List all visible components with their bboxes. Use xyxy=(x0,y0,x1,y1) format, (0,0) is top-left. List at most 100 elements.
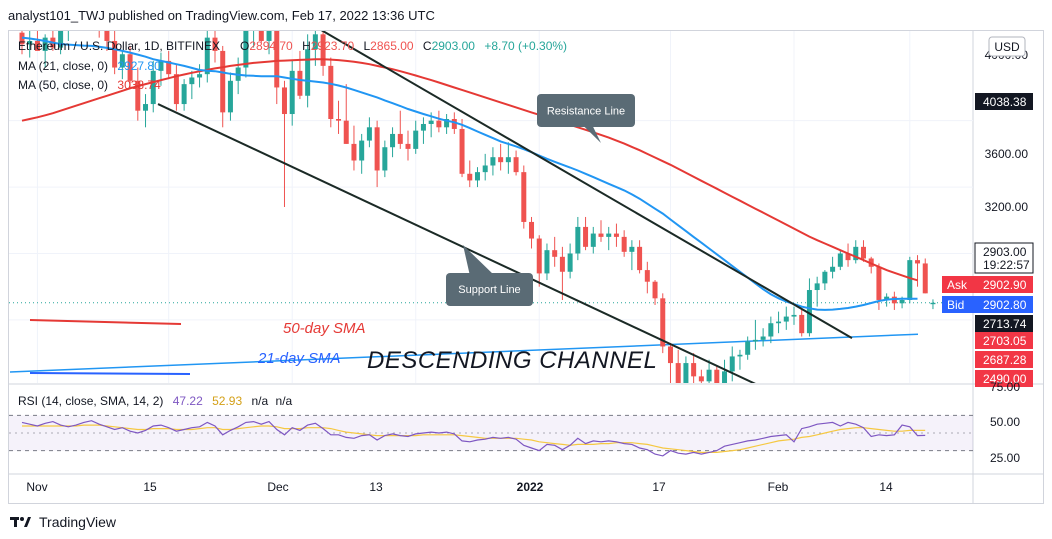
candle-body xyxy=(289,70,295,115)
candle-body xyxy=(81,0,86,8)
candle-body xyxy=(544,250,550,274)
support-callout: Support Line xyxy=(446,245,533,306)
candle-body xyxy=(366,127,372,141)
candle-body xyxy=(552,250,558,257)
currency-button[interactable]: USD xyxy=(988,36,1026,57)
footer-brand: TradingView xyxy=(39,514,117,530)
legend-ma50-value: 3038.74 xyxy=(117,78,161,92)
support-line xyxy=(157,103,756,383)
svg-text:RSI (14, close, SMA, 14, 2): RSI (14, close, SMA, 14, 2) 47.22 52.93 … xyxy=(18,394,293,408)
candle-body xyxy=(876,266,882,300)
candle-body xyxy=(459,128,465,174)
candle-body xyxy=(722,371,728,383)
legend-c-value: 2903.00 xyxy=(432,39,476,53)
candle-body xyxy=(907,260,913,300)
legend: Ethereum / U.S. Dollar, 1D, BITFINEX O28… xyxy=(18,39,567,408)
candle-body xyxy=(119,54,125,68)
candle-body xyxy=(405,143,411,149)
sma21-legend-line xyxy=(29,372,191,375)
candle-body xyxy=(613,233,619,237)
candle-body xyxy=(297,70,303,96)
candle-body xyxy=(181,84,187,105)
candle-body xyxy=(343,120,349,144)
candle-body xyxy=(698,376,704,382)
candle-body xyxy=(860,246,866,259)
legend-o-label: O xyxy=(240,39,249,53)
candle-body xyxy=(173,74,179,105)
candle-body xyxy=(227,80,233,113)
candle-body xyxy=(729,356,735,372)
support-callout-box xyxy=(446,273,533,306)
price-badge-text: 2490.00 xyxy=(983,372,1027,386)
candle-body xyxy=(305,49,311,96)
price-badge-bg xyxy=(975,351,1033,368)
candle-body xyxy=(791,314,797,317)
price-badge-text: 2703.05 xyxy=(983,334,1027,348)
price-badge-bg xyxy=(975,332,1033,349)
price-badge-text: 2687.28 xyxy=(983,353,1027,367)
legend-change: +8.70 (+0.30%) xyxy=(484,39,567,53)
svg-text:MA (21, close, 0) 2927.8: MA (21, close, 0) 2927.80 xyxy=(18,59,161,73)
price-badge-bg xyxy=(975,296,1033,313)
price-tick-label: 3200.00 xyxy=(985,200,1029,214)
candle-body xyxy=(505,157,511,163)
rsi-value2: 52.93 xyxy=(212,394,242,408)
price-badge-bg xyxy=(975,276,1033,293)
rsi-na2: n/a xyxy=(276,394,293,408)
candle-body xyxy=(359,140,365,161)
price-badge-subtext: 19:22:57 xyxy=(983,258,1030,272)
candle-body xyxy=(243,31,249,68)
candle-body xyxy=(737,354,743,357)
rsi-label: RSI (14, close, SMA, 14, 2) xyxy=(18,394,163,408)
candle-body xyxy=(150,70,156,105)
time-tick-label: 15 xyxy=(143,480,157,494)
price-badge-text: 2713.74 xyxy=(983,317,1027,331)
support-callout-text: Support Line xyxy=(458,284,520,296)
candle-body xyxy=(374,127,380,171)
chart-frame xyxy=(8,30,1044,504)
candle-body xyxy=(34,40,40,51)
time-tick-label: Dec xyxy=(267,480,288,494)
candle-body xyxy=(204,37,210,75)
time-tick-label: 2022 xyxy=(517,480,544,494)
svg-text:MA (50, close, 0) 3038.7: MA (50, close, 0) 3038.74 xyxy=(18,78,161,92)
candle-body xyxy=(706,369,712,382)
candle-body xyxy=(814,283,820,291)
candle-body xyxy=(474,172,480,181)
candle-body xyxy=(845,253,851,261)
rsi-na1: n/a xyxy=(251,394,268,408)
candle-body xyxy=(220,50,226,113)
candle-body xyxy=(490,157,496,166)
candle-body xyxy=(691,363,697,377)
candle-body xyxy=(58,31,64,48)
annotations: Resistance Line Support Line 50-day SMA 21-… xyxy=(29,94,657,375)
rsi-tick-label: 50.00 xyxy=(990,415,1020,429)
candle-body xyxy=(281,87,287,115)
candle-body xyxy=(89,0,94,14)
rsi-line xyxy=(21,420,926,457)
candle-body xyxy=(390,133,396,148)
candle-body xyxy=(112,40,118,68)
candle-body xyxy=(922,263,928,294)
legend-o-value: 2894.70 xyxy=(249,39,293,53)
candle-body xyxy=(783,316,789,322)
time-tick-label: 14 xyxy=(879,480,893,494)
candle-body xyxy=(513,157,519,173)
price-badge-tag-bg xyxy=(942,296,975,313)
tradingview-logo-icon xyxy=(10,517,31,527)
candle-body xyxy=(397,133,403,144)
legend-l-value: 2865.00 xyxy=(370,39,414,53)
candle-body xyxy=(598,233,604,237)
price-badge-text: 2903.00 xyxy=(983,245,1027,259)
legend-l-label: L xyxy=(363,39,370,53)
candle-body xyxy=(467,173,473,181)
time-tick-label: 13 xyxy=(369,480,383,494)
legend-symbol: Ethereum / U.S. Dollar, 1D, BITFINEX xyxy=(18,39,220,53)
candle-body xyxy=(143,104,149,111)
candle-body xyxy=(451,119,457,129)
currency-label: USD xyxy=(994,40,1020,54)
candle-body xyxy=(583,226,589,247)
publisher-header: analyst101_TWJ published on TradingView.… xyxy=(0,0,1052,30)
candle-body xyxy=(899,299,905,304)
